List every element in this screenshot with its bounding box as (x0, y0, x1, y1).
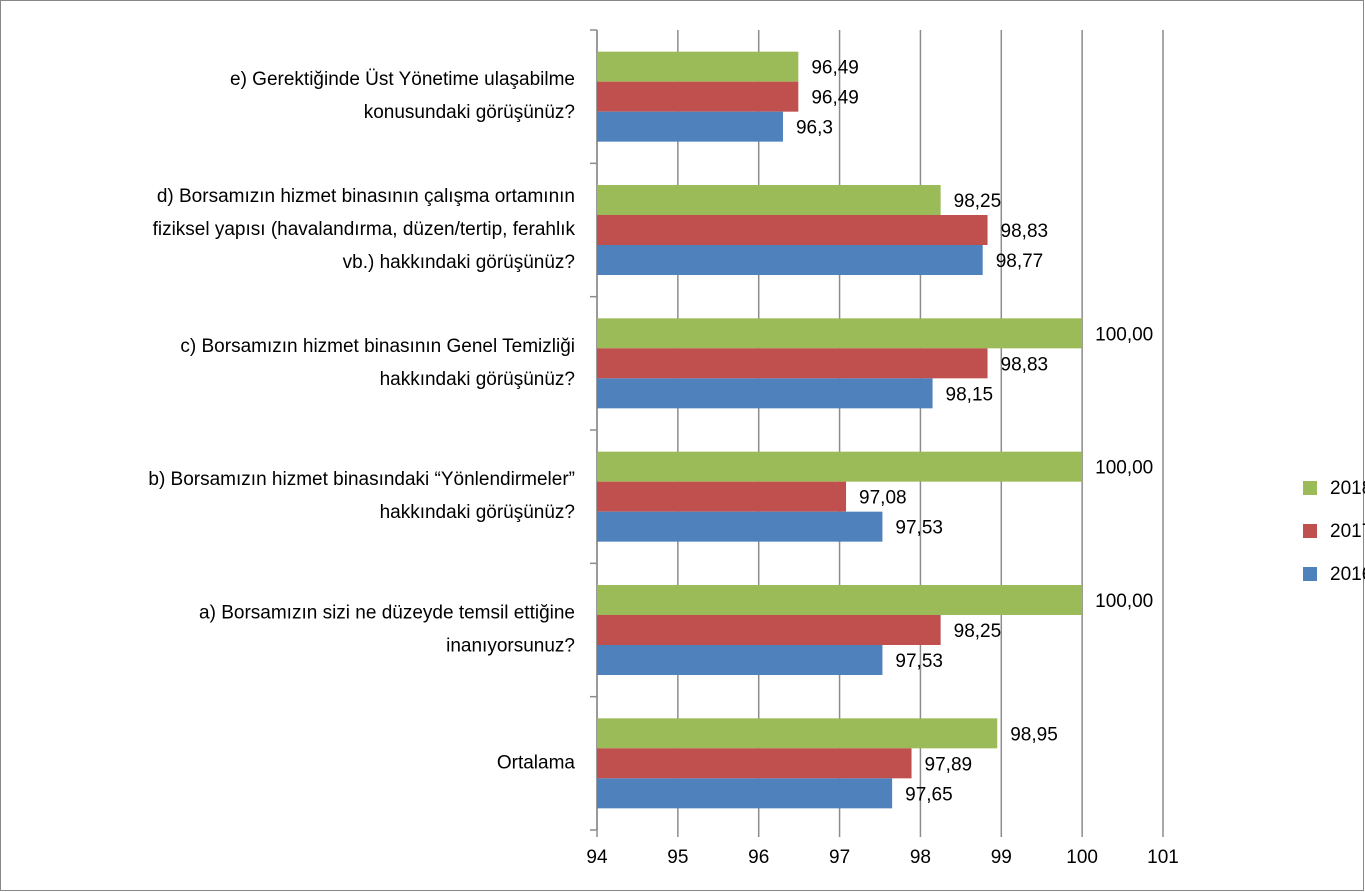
x-tick-label: 100 (1066, 847, 1098, 868)
data-label: 97,65 (905, 784, 953, 805)
legend-swatch (1303, 524, 1317, 538)
data-label: 98,83 (1001, 221, 1049, 242)
bar (597, 778, 893, 809)
bar (597, 378, 933, 409)
bar (597, 585, 1083, 615)
data-label: 97,53 (895, 518, 943, 539)
legend-label: 2017 yılı (1330, 521, 1365, 542)
data-label: 98,25 (954, 191, 1002, 212)
bar (597, 111, 783, 142)
y-tick-label: vb.) hakkındaki görüşünüz? (343, 252, 575, 273)
bar (597, 481, 847, 512)
y-tick-label: d) Borsamızın hizmet binasının çalışma o… (157, 186, 575, 207)
legend-swatch (1303, 567, 1317, 581)
bar (597, 451, 1083, 482)
bar (597, 215, 988, 245)
bar (597, 615, 941, 645)
data-label: 100,00 (1095, 591, 1153, 612)
x-tick-label: 97 (829, 847, 850, 868)
x-tick-label: 94 (586, 847, 608, 868)
x-tick-label: 96 (748, 847, 769, 868)
data-label: 98,15 (946, 384, 994, 405)
y-tick-label: e) Gerektiğinde Üst Yönetime ulaşabilme (230, 69, 575, 90)
legend-label: 2016 yılı (1330, 564, 1365, 585)
y-tick-label: c) Borsamızın hizmet binasının Genel Tem… (180, 336, 575, 357)
bar (597, 718, 998, 749)
data-label: 97,53 (895, 651, 943, 672)
x-tick-label: 98 (910, 847, 931, 868)
y-tick-label: Ortalama (497, 752, 576, 773)
data-label: 100,00 (1095, 458, 1153, 479)
y-tick-label: konusundaki görüşünüz? (364, 102, 575, 123)
legend-swatch (1303, 481, 1317, 495)
data-label: 96,3 (796, 118, 833, 139)
bar (597, 318, 1083, 349)
y-tick-label: fiziksel yapısı (havalandırma, düzen/ter… (153, 219, 576, 240)
x-tick-label: 99 (991, 847, 1012, 868)
bar (597, 245, 983, 275)
data-label: 98,77 (996, 251, 1044, 272)
data-label: 97,08 (859, 488, 907, 509)
bar (597, 348, 988, 379)
legend-label: 2018 yılı (1330, 478, 1365, 499)
bar (597, 748, 912, 779)
y-tick-label: a) Borsamızın sizi ne düzeyde temsil ett… (199, 603, 575, 624)
y-tick-label: hakkındaki görüşünüz? (380, 369, 575, 390)
data-label: 96,49 (811, 58, 859, 79)
bar (597, 511, 883, 542)
bar (597, 81, 799, 112)
data-label: 96,49 (811, 88, 859, 109)
data-label: 100,00 (1095, 324, 1153, 345)
bar (597, 185, 941, 215)
y-tick-label: b) Borsamızın hizmet binasındaki “Yönlen… (148, 469, 575, 490)
data-label: 98,25 (954, 621, 1002, 642)
data-label: 97,89 (925, 754, 973, 775)
x-tick-label: 101 (1147, 847, 1179, 868)
bar (597, 645, 883, 675)
y-tick-label: inanıyorsunuz? (446, 636, 575, 657)
data-label: 98,83 (1001, 354, 1049, 375)
x-tick-label: 95 (667, 847, 688, 868)
bar (597, 51, 799, 82)
y-tick-label: hakkındaki görüşünüz? (380, 502, 575, 523)
data-label: 98,95 (1010, 724, 1058, 745)
